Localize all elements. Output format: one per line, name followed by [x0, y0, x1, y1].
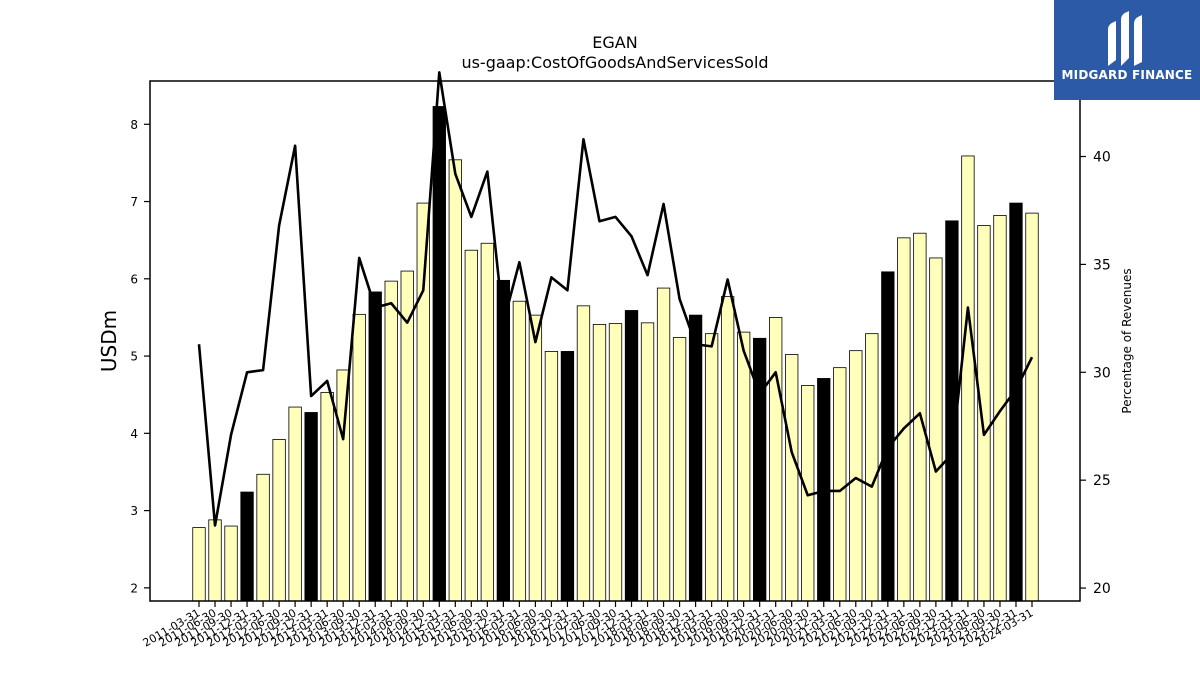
bar-2013-12-31	[368, 291, 382, 602]
bars-layer	[192, 106, 1039, 602]
bar-2016-09-30	[544, 351, 559, 602]
bar-2018-06-30	[656, 287, 671, 602]
x-axis: 2011-03-312011-06-302011-09-302011-12-31…	[141, 601, 1036, 650]
bar-2017-03-31	[576, 305, 591, 602]
bar-2015-06-30	[464, 249, 478, 602]
bar-2018-03-31	[640, 322, 655, 602]
y2-tick-label: 25	[1093, 473, 1111, 489]
bar-2014-12-31	[432, 106, 446, 602]
bar-2019-03-31	[704, 333, 719, 602]
bar-2012-03-31	[256, 473, 270, 602]
logo-mark-icon	[1108, 11, 1142, 66]
bar-2019-12-31	[753, 337, 767, 602]
bar-2020-03-31	[769, 317, 783, 602]
bar-2011-03-31	[192, 527, 206, 602]
bar-2015-09-30	[480, 242, 495, 602]
bar-2017-06-30	[592, 323, 607, 602]
bar-2022-03-31	[897, 237, 911, 602]
percentage-line	[197, 71, 1034, 527]
y2-tick-label: 20	[1093, 581, 1111, 597]
y2-tick-label: 30	[1093, 365, 1111, 381]
bar-2021-03-31	[833, 367, 847, 602]
y2-axis-label: Percentage of Revenues	[1120, 268, 1134, 413]
bar-2014-09-30	[416, 202, 430, 602]
bar-2012-06-30	[272, 439, 286, 602]
bar-2017-12-31	[624, 310, 639, 602]
bar-2017-09-30	[608, 323, 623, 602]
y-axis-label: USDm	[97, 310, 121, 372]
y-tick-label: 4	[130, 427, 138, 441]
bar-2018-09-30	[672, 337, 687, 602]
chart-title: EGAN	[592, 33, 637, 52]
bar-2013-03-31	[320, 391, 334, 602]
logo-text: MIDGARD FINANCE	[1061, 68, 1193, 82]
y-tick-label: 5	[130, 350, 138, 364]
y-tick-label: 6	[130, 272, 138, 286]
bar-2019-06-30	[720, 296, 735, 602]
y-tick-label: 8	[130, 118, 138, 132]
bar-2013-09-30	[352, 313, 366, 602]
midgard-finance-logo: MIDGARD FINANCE	[1054, 0, 1200, 100]
y2-tick-label: 35	[1093, 257, 1111, 273]
bar-2023-12-31	[1009, 202, 1023, 602]
bar-2015-03-31	[448, 159, 462, 602]
bar-2020-06-30	[785, 354, 799, 602]
bar-2015-12-31	[496, 279, 511, 602]
bar-2011-06-30	[208, 519, 222, 602]
bar-2024-03-31	[1025, 212, 1039, 602]
bar-2021-12-31	[881, 271, 895, 602]
bar-2013-06-30	[336, 369, 350, 602]
chart-subtitle: us-gaap:CostOfGoodsAndServicesSold	[461, 53, 768, 72]
y-tick-label: 2	[130, 581, 138, 595]
bar-2014-03-31	[384, 280, 398, 602]
bar-2019-09-30	[737, 331, 751, 602]
bar-2023-06-30	[977, 225, 991, 602]
y-tick-label: 3	[130, 504, 138, 518]
bar-2022-09-30	[929, 257, 943, 602]
bar-2012-12-31	[304, 412, 318, 602]
bar-2012-09-30	[288, 406, 302, 602]
bar-2011-09-30	[224, 525, 238, 602]
bar-2016-06-30	[528, 314, 543, 602]
bar-2021-09-30	[865, 333, 879, 602]
bar-2021-06-30	[849, 350, 863, 602]
bar-2023-03-31	[961, 155, 975, 602]
bar-2011-12-31	[240, 491, 254, 602]
bar-2016-03-31	[512, 300, 527, 602]
y-axis-right: 20 25 30 35 40	[1080, 150, 1111, 597]
y2-tick-label: 40	[1093, 150, 1111, 166]
y-tick-label: 7	[130, 195, 138, 209]
y-axis-left: 2 3 4 5 6 7 8	[130, 118, 150, 595]
bar-2023-09-30	[993, 215, 1007, 602]
bar-2018-12-31	[688, 314, 703, 602]
bar-2016-12-31	[560, 351, 575, 602]
